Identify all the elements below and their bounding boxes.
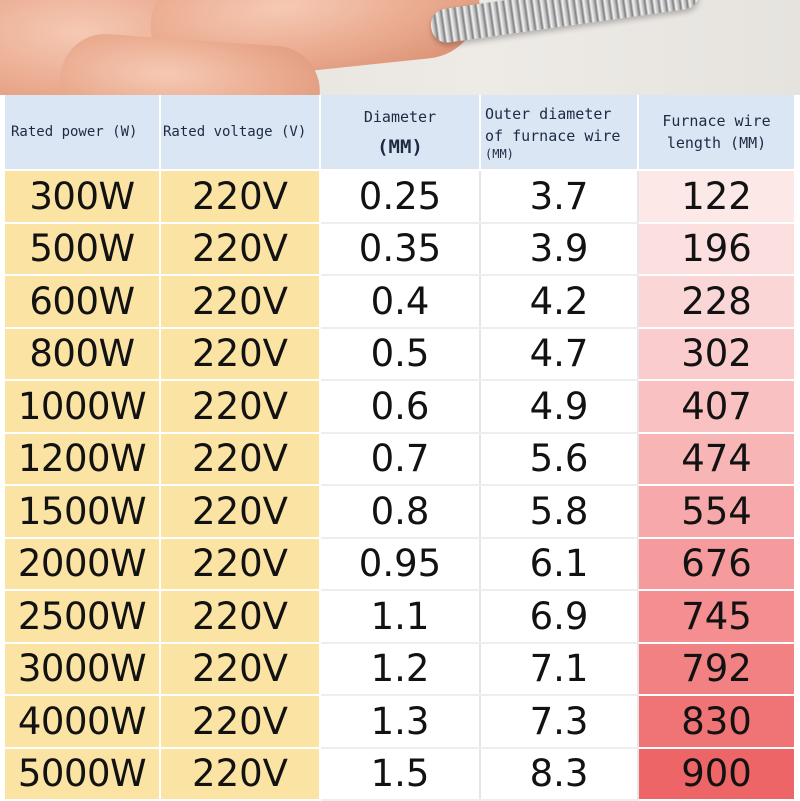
header-furnace-wire-length: Furnace wire length (MM) [638,95,796,171]
diameter-cell: 0.5 [320,327,481,381]
voltage-cell: 220V [160,380,321,434]
length-cell: 122 [638,170,796,224]
power-cell: 500W [5,222,161,276]
outer-diameter-cell: 4.7 [480,327,639,381]
length-cell: 792 [638,642,796,696]
diameter-cell: 0.8 [320,485,481,539]
power-cell: 2500W [5,590,161,644]
table-row: 5000W 220V 1.5 8.3 900 [5,747,796,801]
diameter-cell: 1.3 [320,695,481,749]
diameter-cell: 0.4 [320,275,481,329]
diameter-cell: 0.95 [320,537,481,591]
table-row: 300W 220V 0.25 3.7 122 [5,170,796,224]
header-outer-diameter-label-1: Outer diameter [485,105,612,123]
power-cell: 4000W [5,695,161,749]
outer-diameter-cell: 3.9 [480,222,639,276]
diameter-cell: 1.2 [320,642,481,696]
length-cell: 474 [638,432,796,486]
header-outer-diameter: Outer diameter of furnace wire (MM) [480,95,639,171]
diameter-cell: 0.6 [320,380,481,434]
length-cell: 745 [638,590,796,644]
voltage-cell: 220V [160,170,321,224]
voltage-cell: 220V [160,747,321,801]
diameter-cell: 0.25 [320,170,481,224]
length-cell: 900 [638,747,796,801]
outer-diameter-cell: 5.8 [480,485,639,539]
power-cell: 2000W [5,537,161,591]
header-rated-voltage-label: Rated voltage (V) [163,124,307,140]
diameter-cell: 0.35 [320,222,481,276]
length-cell: 676 [638,537,796,591]
header-diameter-label: Diameter [363,108,437,126]
header-diameter: Diameter (MM) [320,95,481,171]
voltage-cell: 220V [160,485,321,539]
header-diameter-unit: (MM) [377,136,423,158]
table-row: 1000W 220V 0.6 4.9 407 [5,380,796,434]
outer-diameter-cell: 6.1 [480,537,639,591]
outer-diameter-cell: 7.3 [480,695,639,749]
table-row: 1500W 220V 0.8 5.8 554 [5,485,796,539]
power-cell: 1200W [5,432,161,486]
diameter-cell: 0.7 [320,432,481,486]
voltage-cell: 220V [160,327,321,381]
length-cell: 830 [638,695,796,749]
diameter-cell: 1.5 [320,747,481,801]
table-header-row: Rated power (W) Rated voltage (V) Diamet… [5,95,796,171]
table-row: 2000W 220V 0.95 6.1 676 [5,537,796,591]
power-cell: 3000W [5,642,161,696]
header-rated-voltage: Rated voltage (V) [160,95,321,171]
voltage-cell: 220V [160,695,321,749]
voltage-cell: 220V [160,590,321,644]
outer-diameter-cell: 4.9 [480,380,639,434]
outer-diameter-cell: 4.2 [480,275,639,329]
length-cell: 228 [638,275,796,329]
header-outer-diameter-unit: (MM) [485,147,514,161]
table-row: 4000W 220V 1.3 7.3 830 [5,695,796,749]
voltage-cell: 220V [160,432,321,486]
power-cell: 600W [5,275,161,329]
diameter-cell: 1.1 [320,590,481,644]
length-cell: 196 [638,222,796,276]
power-cell: 1500W [5,485,161,539]
outer-diameter-cell: 3.7 [480,170,639,224]
table-row: 3000W 220V 1.2 7.1 792 [5,642,796,696]
voltage-cell: 220V [160,275,321,329]
power-cell: 5000W [5,747,161,801]
voltage-cell: 220V [160,222,321,276]
power-cell: 300W [5,170,161,224]
length-cell: 407 [638,380,796,434]
outer-diameter-cell: 6.9 [480,590,639,644]
header-rated-power: Rated power (W) [5,95,161,171]
outer-diameter-cell: 8.3 [480,747,639,801]
header-length-label-2: length (MM) [666,134,767,152]
voltage-cell: 220V [160,537,321,591]
heating-coil-image [428,0,702,45]
outer-diameter-cell: 7.1 [480,642,639,696]
power-cell: 1000W [5,380,161,434]
table-row: 600W 220V 0.4 4.2 228 [5,275,796,329]
header-length-label-1: Furnace wire [662,112,771,130]
length-cell: 554 [638,485,796,539]
product-photo [0,0,800,95]
table-row: 2500W 220V 1.1 6.9 745 [5,590,796,644]
table-row: 1200W 220V 0.7 5.6 474 [5,432,796,486]
table-row: 500W 220V 0.35 3.9 196 [5,222,796,276]
voltage-cell: 220V [160,642,321,696]
specification-table: Rated power (W) Rated voltage (V) Diamet… [5,95,796,801]
power-cell: 800W [5,327,161,381]
table-row: 800W 220V 0.5 4.7 302 [5,327,796,381]
header-outer-diameter-label-2: of furnace wire [485,127,621,145]
outer-diameter-cell: 5.6 [480,432,639,486]
header-rated-power-label: Rated power (W) [11,124,138,140]
length-cell: 302 [638,327,796,381]
